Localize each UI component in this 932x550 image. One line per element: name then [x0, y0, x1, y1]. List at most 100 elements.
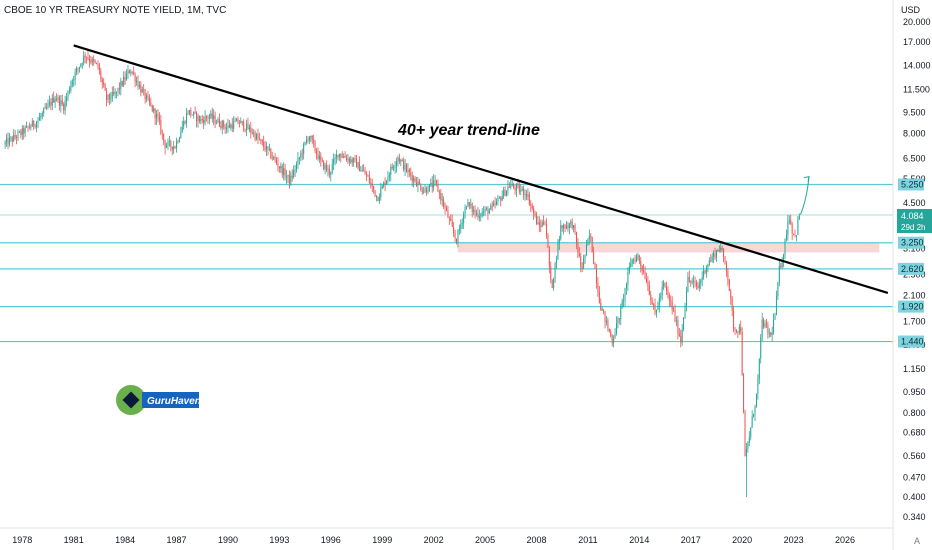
candle — [447, 210, 449, 218]
level-badge-label: 1.920 — [901, 302, 924, 312]
candle — [246, 123, 248, 131]
candle — [46, 107, 48, 108]
candle — [635, 256, 637, 262]
x-tick-label: 2014 — [629, 535, 649, 545]
candle — [641, 266, 643, 271]
candle — [424, 188, 426, 192]
candle — [291, 175, 293, 178]
candle — [791, 223, 793, 234]
candle — [521, 188, 523, 191]
candle — [211, 113, 213, 119]
candle — [373, 185, 375, 191]
candle — [753, 414, 755, 417]
candle — [131, 71, 133, 73]
y-tick-label: 2.100 — [903, 291, 926, 301]
candle — [34, 125, 36, 127]
candle — [223, 121, 225, 127]
candle — [60, 100, 62, 106]
candle — [674, 310, 676, 322]
candle — [581, 267, 583, 269]
candle — [731, 298, 733, 311]
candle — [393, 167, 395, 169]
candle — [594, 263, 596, 269]
candle — [316, 150, 318, 154]
candle — [368, 176, 370, 183]
candle — [167, 141, 169, 146]
candle — [201, 119, 203, 120]
y-tick-label: 0.470 — [903, 472, 926, 482]
candle — [436, 180, 438, 184]
y-tick-label: 20.000 — [903, 17, 931, 27]
candle — [744, 412, 746, 457]
candle — [384, 182, 386, 185]
candle — [76, 68, 78, 73]
candle — [318, 155, 320, 160]
y-tick-label: 14.000 — [903, 60, 931, 70]
candle — [631, 259, 633, 264]
candle — [37, 120, 39, 123]
candle — [440, 192, 442, 201]
candle — [630, 263, 632, 268]
candle — [73, 79, 75, 81]
candle — [38, 117, 40, 121]
candle — [670, 300, 672, 302]
candle — [613, 338, 615, 344]
candle — [288, 174, 290, 184]
candle — [544, 224, 546, 225]
candle — [704, 270, 706, 274]
candle — [675, 320, 677, 322]
candle — [433, 180, 435, 188]
candle — [240, 121, 242, 124]
candle — [548, 247, 550, 267]
candle — [563, 225, 565, 229]
candle — [553, 278, 555, 288]
candle — [713, 252, 715, 257]
candle — [578, 253, 580, 257]
candle — [441, 199, 443, 201]
candle — [87, 57, 89, 59]
candle — [745, 448, 747, 457]
candle — [57, 97, 59, 101]
candle — [530, 204, 532, 206]
y-tick-label: 1.150 — [903, 364, 926, 374]
candle — [654, 304, 656, 313]
candle — [470, 204, 472, 206]
candle — [174, 146, 176, 149]
candle — [607, 320, 609, 329]
candle — [166, 145, 168, 148]
candle — [615, 323, 617, 334]
candle — [96, 62, 98, 64]
candle — [317, 153, 319, 160]
candle — [394, 165, 396, 168]
candle — [4, 142, 6, 145]
candle — [754, 406, 756, 415]
candle — [515, 184, 517, 191]
candle — [234, 121, 236, 123]
level-badge-label: 5.250 — [901, 180, 924, 190]
candle — [618, 318, 620, 320]
candle — [293, 170, 295, 178]
candle — [28, 127, 30, 129]
candle — [426, 188, 428, 193]
candle — [660, 295, 662, 298]
candle — [608, 328, 610, 332]
autoscale-button[interactable]: A — [913, 536, 920, 546]
candle — [187, 113, 189, 115]
candle — [547, 235, 549, 248]
candle — [198, 115, 200, 122]
candle — [177, 141, 179, 143]
candle — [111, 92, 113, 99]
trend-line-label: 40+ year trend-line — [397, 122, 540, 139]
candle — [431, 182, 433, 188]
level-badge — [898, 300, 924, 313]
candle — [7, 138, 9, 145]
candle — [238, 123, 240, 124]
candle — [126, 73, 128, 80]
candle — [258, 138, 260, 140]
candle — [231, 124, 233, 129]
candle — [146, 95, 148, 100]
candle — [671, 301, 673, 310]
candle — [647, 282, 649, 287]
candle — [77, 68, 79, 70]
